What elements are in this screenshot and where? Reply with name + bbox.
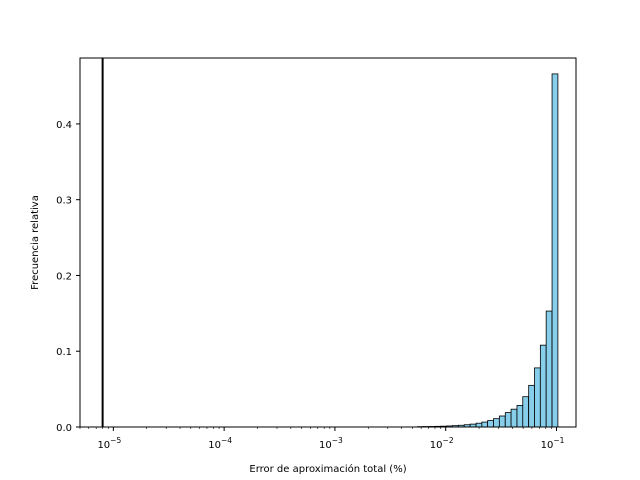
histogram-bar (551, 73, 559, 428)
x-tick-label: 10−5 (97, 436, 121, 451)
y-axis-ticks: 0.0 0.1 0.2 0.3 0.4 (56, 120, 80, 434)
x-tick-label: 10−4 (208, 436, 232, 451)
plot-area (80, 58, 576, 427)
histogram-bar (522, 396, 530, 428)
histogram-bar (475, 422, 483, 428)
histogram-bar (481, 421, 489, 428)
histogram-bar (545, 310, 553, 428)
plot-frame (79, 57, 577, 428)
x-tick-label: 10−1 (541, 436, 565, 451)
histogram-bar (539, 344, 547, 428)
y-tick-label: 0.1 (56, 347, 72, 358)
x-axis-label: Error de aproximación total (%) (249, 463, 406, 475)
y-tick-label: 0.3 (56, 196, 72, 207)
y-tick-label: 0.2 (56, 271, 72, 282)
y-tick-label: 0.0 (56, 423, 72, 434)
histogram-bar (534, 367, 541, 428)
x-tick-label: 10−3 (319, 436, 343, 451)
histogram-bar (493, 418, 500, 428)
x-axis-ticks: 10−5 10−4 10−3 10−2 10−1 (79, 427, 565, 451)
histogram-bar (504, 412, 512, 428)
histogram-bar (516, 405, 524, 428)
bars-group (417, 73, 559, 428)
y-axis-label: Frecuencia relativa (30, 195, 41, 290)
y-tick-label: 0.4 (56, 120, 72, 131)
histogram-bar (498, 415, 506, 428)
histogram-bar (528, 384, 535, 428)
x-tick-label: 10−2 (430, 436, 454, 451)
histogram-bar (510, 408, 518, 428)
histogram-bar (487, 420, 494, 428)
